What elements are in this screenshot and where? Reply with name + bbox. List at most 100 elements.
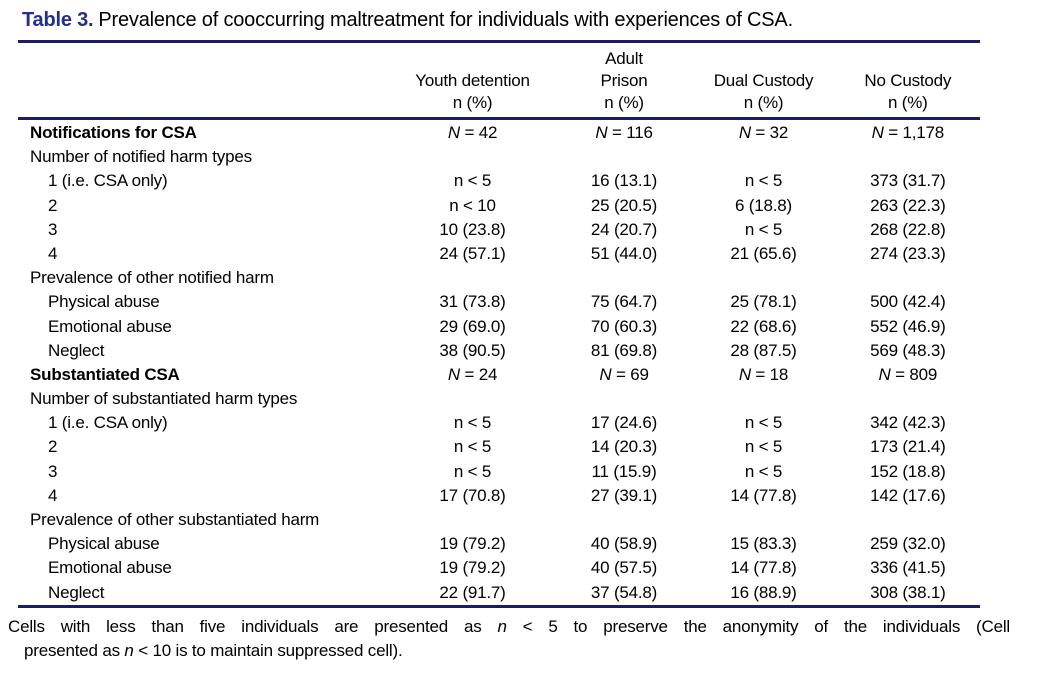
row-label: 3: [48, 461, 58, 481]
data-cell: [836, 387, 980, 411]
table-row: 4 24 (57.1) 51 (44.0) 21 (65.6) 274 (23.3): [18, 242, 980, 266]
data-cell: 70 (60.3): [590, 316, 658, 336]
column-header-line: Adult: [605, 49, 643, 68]
row-label: Neglect: [48, 340, 105, 360]
data-cell: 14 (77.8): [730, 558, 797, 578]
data-cell: n < 5: [744, 461, 783, 481]
table-header-row: Youth detention n (%) Adult Prison n (%) Dual…: [18, 44, 980, 116]
data-cell: [557, 145, 692, 169]
data-cell: 11 (15.9): [591, 461, 657, 481]
column-header-line: Youth detention: [415, 71, 530, 90]
data-cell: n < 5: [453, 437, 492, 457]
data-cell: 38 (90.5): [439, 340, 506, 360]
table-row: Notifications for CSA N = 42 N = 116 N = 32…: [18, 121, 980, 145]
row-label: Number of notified harm types: [30, 147, 252, 167]
data-cell: N = 69: [599, 364, 649, 384]
data-cell: 22 (91.7): [439, 582, 506, 602]
data-cell: 142 (17.6): [870, 485, 946, 505]
table-row: 1 (i.e. CSA only) n < 5 17 (24.6) n < 5 342 …: [18, 411, 980, 435]
footnote-line: Cells with less than five individuals ar…: [8, 617, 1010, 636]
data-cell: [557, 387, 692, 411]
data-cell: 268 (22.8): [870, 219, 946, 239]
row-label: Prevalence of other substantiated harm: [30, 510, 320, 529]
column-header-empty: [18, 114, 388, 116]
column-header-line: Dual Custody: [713, 71, 814, 90]
table-row: 1 (i.e. CSA only) n < 5 16 (13.1) n < 5 373 …: [18, 169, 980, 193]
table-row: 2 n < 5 14 (20.3) n < 5 173 (21.4): [18, 435, 980, 459]
data-cell: [388, 145, 556, 169]
column-header-line: n (%): [604, 93, 644, 112]
data-cell: 40 (58.9): [590, 534, 658, 554]
column-header-line: n (%): [888, 93, 928, 112]
data-cell: [836, 266, 980, 290]
table-body: Notifications for CSA N = 42 N = 116 N = 32…: [18, 121, 980, 605]
row-label: 1 (i.e. CSA only): [48, 413, 168, 433]
table-row: 2 n < 10 25 (20.5) 6 (18.8) 263 (22.3): [18, 194, 980, 218]
data-cell: N = 116: [595, 123, 653, 142]
data-cell: 173 (21.4): [870, 437, 946, 457]
data-cell: 24 (20.7): [590, 219, 658, 239]
data-cell: N = 1,178: [871, 123, 945, 142]
row-label: 4: [48, 243, 58, 263]
data-cell: 373 (31.7): [870, 171, 946, 191]
column-header-line: n (%): [452, 93, 493, 112]
data-cell: [836, 508, 980, 532]
column-header-dual-custody: Dual Custody n (%): [691, 70, 835, 116]
table-caption-title: Prevalence of cooccurring maltreatment f…: [98, 9, 793, 31]
data-cell: 10 (23.8): [439, 219, 506, 239]
row-label: 2: [48, 195, 58, 215]
data-cell: 152 (18.8): [870, 461, 946, 481]
row-label: Physical abuse: [48, 534, 160, 554]
data-cell: [836, 145, 980, 169]
data-cell: 17 (24.6): [590, 413, 658, 433]
row-label: Number of substantiated harm types: [30, 389, 298, 409]
row-label: Neglect: [48, 582, 105, 602]
row-label: Emotional abuse: [48, 558, 172, 578]
data-cell: 19 (79.2): [439, 534, 506, 554]
table-row: Prevalence of other notified harm: [18, 266, 980, 290]
data-cell: 16 (88.9): [730, 582, 797, 602]
table-row: Prevalence of other substantiated harm: [18, 508, 980, 532]
data-cell: n < 10: [449, 195, 496, 215]
data-cell: 24 (57.1): [439, 243, 506, 263]
row-label: Notifications for CSA: [30, 123, 197, 142]
footnote-line: presented as n < 10 is to maintain suppr…: [24, 641, 403, 660]
column-header-line: Prison: [600, 71, 648, 90]
data-cell: 552 (46.9): [870, 316, 946, 336]
row-label: 1 (i.e. CSA only): [48, 171, 168, 191]
table-caption: Table 3. Prevalence of cooccurring maltre…: [22, 7, 793, 33]
row-label: Physical abuse: [48, 292, 160, 312]
row-label: Emotional abuse: [48, 316, 172, 336]
data-cell: [691, 387, 835, 411]
header-rule: [18, 117, 980, 120]
caption-rule: [18, 40, 980, 43]
data-cell: 22 (68.6): [730, 316, 797, 336]
table-caption-label: Table 3.: [22, 9, 94, 31]
data-cell: [557, 508, 692, 532]
row-label: 2: [48, 437, 58, 457]
data-cell: 308 (38.1): [870, 582, 946, 602]
data-cell: 6 (18.8): [735, 195, 793, 215]
column-header-no-custody: No Custody n (%): [836, 70, 980, 116]
table-row: 4 17 (70.8) 27 (39.1) 14 (77.8) 142 (17.6): [18, 484, 980, 508]
data-cell: 259 (32.0): [870, 534, 946, 554]
data-cell: [691, 508, 835, 532]
data-cell: N = 32: [738, 123, 789, 142]
data-cell: 263 (22.3): [870, 195, 946, 215]
data-cell: 14 (20.3): [590, 437, 658, 457]
column-header-youth-detention: Youth detention n (%): [388, 70, 556, 116]
table-row: Number of notified harm types: [18, 145, 980, 169]
data-cell: 37 (54.8): [590, 582, 658, 602]
data-cell: 31 (73.8): [439, 292, 506, 312]
data-cell: 25 (20.5): [590, 195, 658, 215]
table-row: Number of substantiated harm types: [18, 387, 980, 411]
data-cell: N = 42: [447, 123, 498, 142]
data-cell: N = 18: [738, 364, 789, 384]
table-row: Emotional abuse 19 (79.2) 40 (57.5) 14 (77.…: [18, 556, 980, 580]
data-cell: [388, 387, 556, 411]
data-cell: 14 (77.8): [730, 485, 797, 505]
data-cell: 15 (83.3): [730, 534, 797, 554]
table-row: Physical abuse 31 (73.8) 75 (64.7) 25 (78.1…: [18, 290, 980, 314]
data-cell: 51 (44.0): [590, 243, 658, 263]
